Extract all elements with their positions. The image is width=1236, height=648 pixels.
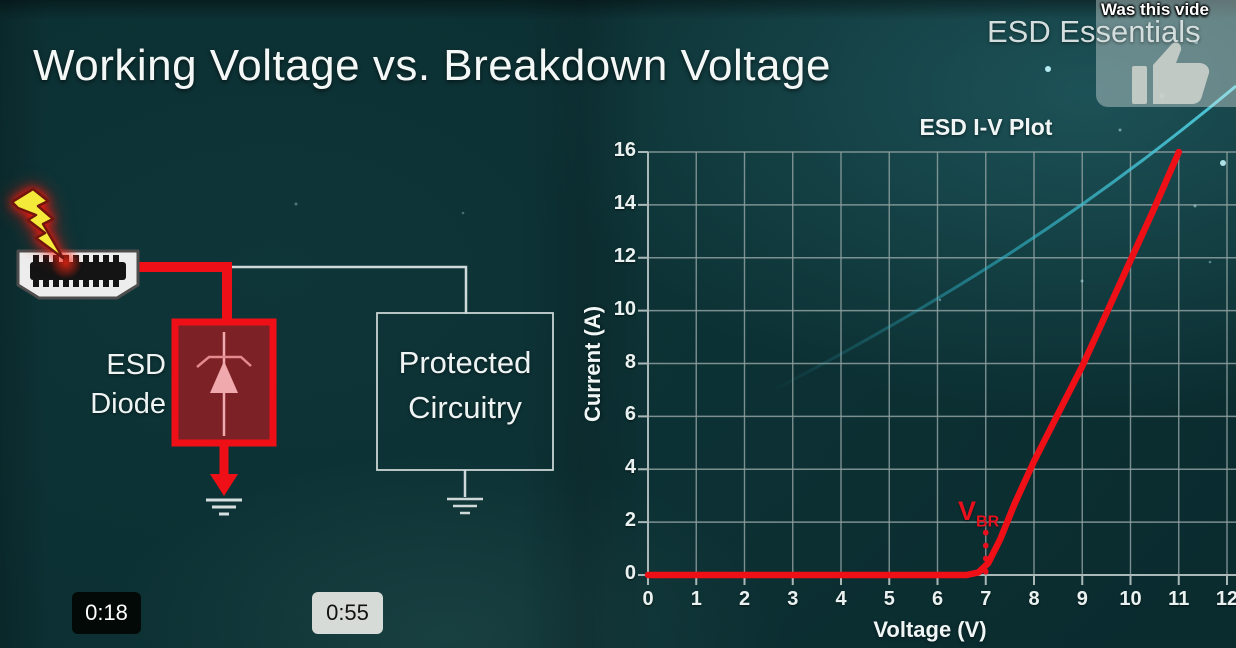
breakdown-voltage-annotation: VBR bbox=[958, 496, 1000, 531]
signal-wire bbox=[228, 265, 468, 314]
y-tick-label: 2 bbox=[624, 509, 636, 532]
y-tick-label: 6 bbox=[624, 403, 636, 426]
esd-diode-box bbox=[171, 318, 277, 447]
thumbs-up-icon[interactable] bbox=[1126, 40, 1214, 106]
y-tick-label: 12 bbox=[613, 244, 636, 267]
chapter-time-badge: 0:55 bbox=[312, 592, 383, 634]
background-light-streak bbox=[769, 84, 1236, 394]
y-tick-label: 14 bbox=[613, 191, 636, 214]
y-tick-label: 4 bbox=[624, 456, 636, 479]
x-tick-label: 6 bbox=[931, 588, 944, 610]
ground-symbol bbox=[447, 470, 483, 515]
x-tick-label: 11 bbox=[1168, 588, 1190, 610]
iv-curve-layer bbox=[644, 148, 1183, 579]
x-tick-label: 5 bbox=[883, 588, 895, 610]
protected-circuitry-label: Protected Circuitry bbox=[398, 345, 532, 425]
discharge-arrow bbox=[210, 443, 238, 496]
chart-title: ESD I-V Plot bbox=[919, 114, 1053, 140]
x-tick-label: 7 bbox=[980, 588, 992, 610]
x-axis-label: Voltage (V) bbox=[873, 617, 987, 642]
x-tick-label: 2 bbox=[738, 588, 751, 610]
y-tick-label: 8 bbox=[624, 350, 636, 373]
x-tick-label: 9 bbox=[1076, 588, 1088, 610]
x-tick-label: 1 bbox=[690, 588, 702, 610]
feedback-prompt: Was this vide bbox=[1101, 0, 1210, 19]
lightning-bolt-icon bbox=[10, 187, 65, 260]
page-title: Working Voltage vs. Breakdown Voltage bbox=[33, 41, 831, 91]
y-tick-label: 16 bbox=[613, 139, 636, 161]
esd-diode-label: ESD Diode bbox=[90, 349, 166, 420]
brand-text: ESD Essentials bbox=[987, 14, 1201, 49]
x-tick-label: 12 bbox=[1215, 588, 1236, 610]
zener-diode-symbol bbox=[196, 332, 252, 436]
current-time-badge: 0:18 bbox=[72, 592, 141, 634]
ground-symbol bbox=[206, 498, 242, 516]
x-tick-label: 4 bbox=[835, 588, 847, 610]
y-tick-label: 10 bbox=[613, 297, 636, 320]
y-tick-label: 0 bbox=[624, 562, 636, 584]
esd-current-wire bbox=[137, 262, 232, 324]
chart-grid bbox=[638, 151, 1236, 585]
x-tick-label: 10 bbox=[1119, 588, 1142, 610]
x-tick-label: 8 bbox=[1028, 588, 1040, 610]
hdmi-connector-icon bbox=[16, 247, 140, 300]
x-tick-label: 3 bbox=[787, 588, 799, 610]
x-tick-label: 0 bbox=[642, 588, 654, 610]
